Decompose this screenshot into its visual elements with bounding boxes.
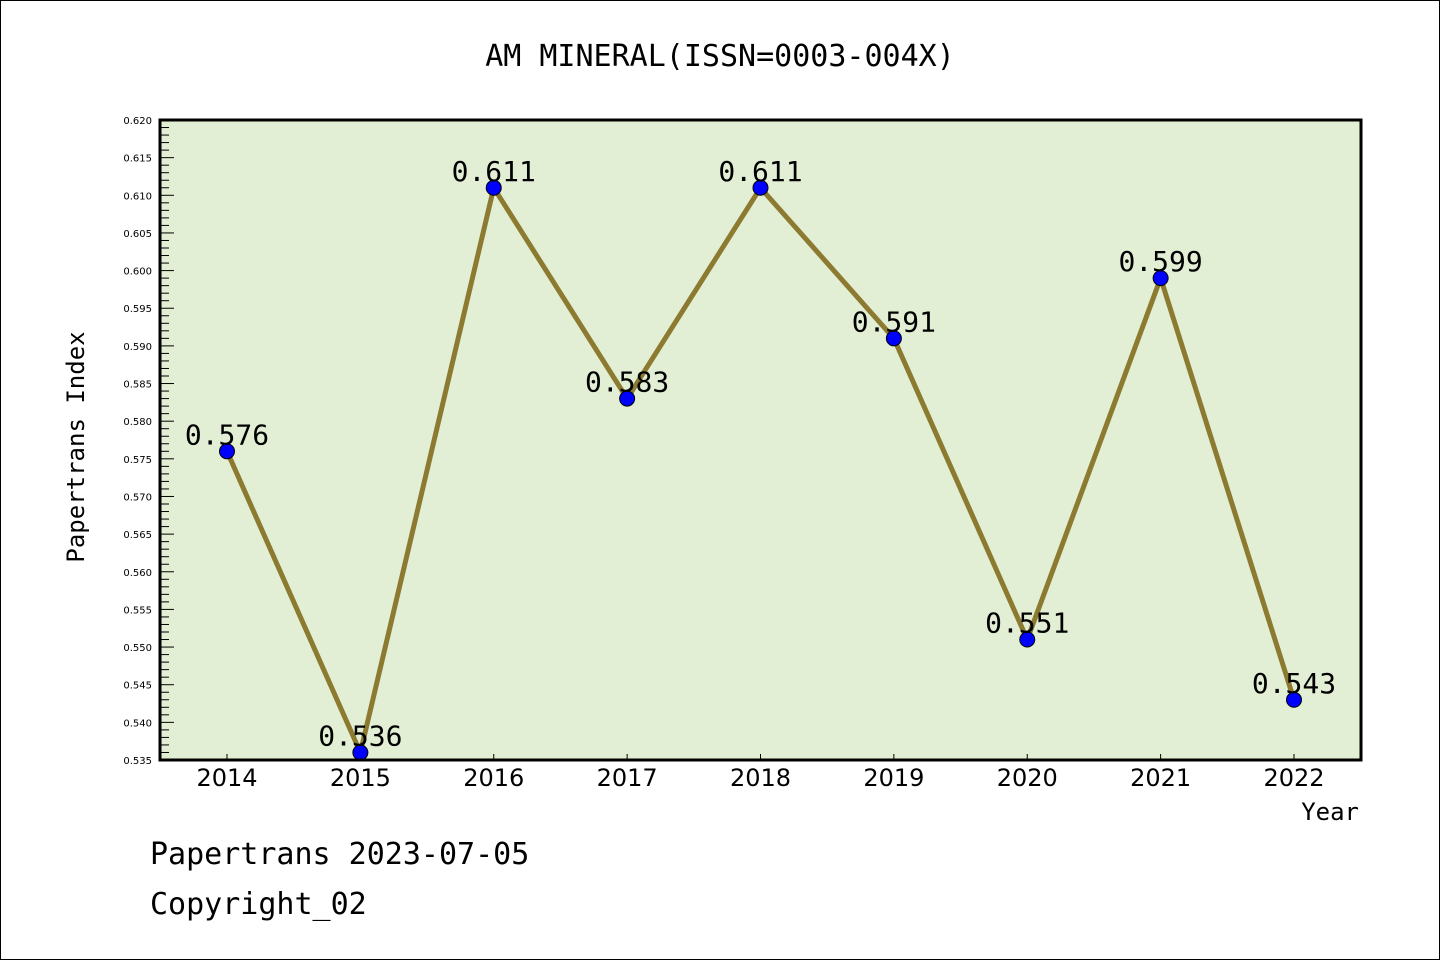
y-tick-label: 0.615 bbox=[123, 154, 152, 165]
y-tick-label: 0.550 bbox=[123, 643, 152, 654]
x-tick-label: 2018 bbox=[730, 764, 791, 792]
y-tick-label: 0.575 bbox=[123, 455, 152, 466]
chart-title: AM MINERAL(ISSN=0003-004X) bbox=[485, 39, 955, 74]
x-tick-label: 2021 bbox=[1130, 764, 1191, 792]
x-tick-label: 2014 bbox=[196, 764, 257, 792]
y-tick-label: 0.555 bbox=[123, 605, 152, 616]
data-label: 0.551 bbox=[985, 607, 1069, 640]
data-label: 0.583 bbox=[585, 366, 669, 399]
x-tick-label: 2020 bbox=[997, 764, 1058, 792]
x-tick-label: 2015 bbox=[330, 764, 391, 792]
data-point bbox=[1019, 631, 1036, 648]
data-label: 0.543 bbox=[1252, 667, 1336, 700]
y-tick-label: 0.540 bbox=[123, 718, 152, 729]
y-tick-label: 0.565 bbox=[123, 530, 152, 541]
data-label: 0.576 bbox=[185, 418, 269, 451]
y-tick-label: 0.605 bbox=[123, 229, 152, 240]
plot-border bbox=[158, 118, 1363, 762]
x-tick-label: 2022 bbox=[1263, 764, 1324, 792]
y-tick-label: 0.590 bbox=[123, 342, 152, 353]
plot-area bbox=[160, 120, 1361, 760]
footer-copyright: Copyright_02 bbox=[150, 887, 367, 922]
x-axis-label: Year bbox=[1301, 798, 1359, 826]
data-point bbox=[219, 443, 235, 460]
x-tick-label: 2017 bbox=[597, 764, 658, 792]
data-label: 0.536 bbox=[318, 719, 402, 752]
data-point bbox=[752, 179, 769, 196]
data-label: 0.599 bbox=[1118, 245, 1202, 278]
x-tick-label: 2019 bbox=[863, 764, 924, 792]
y-tick-label: 0.585 bbox=[123, 380, 152, 391]
y-tick-label: 0.535 bbox=[123, 756, 152, 767]
y-tick-label: 0.595 bbox=[123, 304, 152, 315]
data-point bbox=[1286, 691, 1302, 708]
y-tick-label: 0.610 bbox=[123, 191, 152, 202]
y-tick-label: 0.620 bbox=[123, 116, 152, 127]
data-label: 0.611 bbox=[718, 155, 802, 188]
x-tick-label: 2016 bbox=[463, 764, 524, 792]
data-point bbox=[1152, 270, 1169, 287]
data-label: 0.611 bbox=[452, 155, 536, 188]
data-label: 0.591 bbox=[852, 305, 936, 338]
y-tick-label: 0.600 bbox=[123, 267, 152, 278]
data-point bbox=[485, 179, 502, 196]
y-tick-label: 0.580 bbox=[123, 417, 152, 428]
y-tick-label: 0.545 bbox=[123, 681, 152, 692]
data-point bbox=[885, 330, 902, 347]
data-point bbox=[619, 390, 636, 407]
y-tick-label: 0.570 bbox=[123, 492, 152, 503]
y-axis-label: Papertrans Index bbox=[62, 331, 90, 562]
footer-date: Papertrans 2023-07-05 bbox=[150, 837, 529, 872]
y-tick-label: 0.560 bbox=[123, 568, 152, 579]
